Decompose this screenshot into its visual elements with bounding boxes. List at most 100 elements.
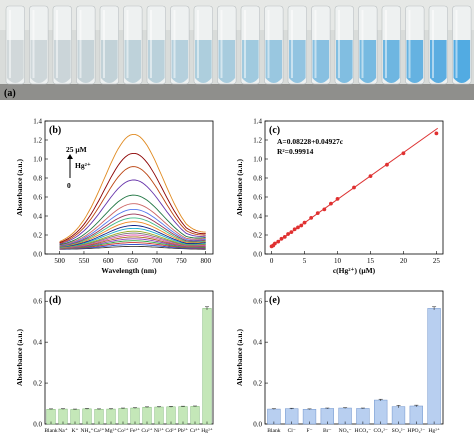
- data-point-13: [309, 216, 314, 220]
- category-label-2: Cl⁻: [288, 428, 296, 434]
- data-point-5: [279, 236, 284, 241]
- category-label-14: Hg²⁺: [201, 427, 213, 434]
- category-label-4: Br⁻: [323, 428, 332, 434]
- y-tick-label: 1.0: [253, 155, 262, 163]
- category-label-2: Na⁺: [58, 427, 68, 434]
- bar-10: [427, 308, 441, 425]
- tube-highlight-17: [385, 10, 387, 78]
- category-label-12: Pb²⁺: [178, 427, 189, 434]
- x-tick-label: 800: [200, 257, 211, 265]
- tube-highlight-13: [291, 10, 293, 78]
- tube-highlight-8: [173, 10, 176, 78]
- y-tick-label: 1.2: [33, 136, 42, 144]
- tube-highlight-10: [220, 10, 223, 78]
- category-label-4: NH₄⁺: [81, 427, 94, 434]
- annotation-ion: Hg²⁺: [75, 161, 91, 170]
- data-point-8: [289, 230, 294, 235]
- tube-solution-7: [148, 40, 165, 83]
- panel-label: (e): [269, 295, 280, 306]
- x-tick-label: 750: [176, 257, 187, 265]
- spectrum-line-9: [59, 230, 206, 248]
- y-tick-label: 0.2: [253, 379, 262, 387]
- spectrum-line-3: [59, 242, 206, 250]
- bar-10: [154, 406, 164, 425]
- tube-highlight-2: [32, 10, 35, 78]
- tube-solution-4: [77, 40, 95, 83]
- panel-label: (d): [49, 295, 61, 306]
- category-label-7: Co²⁺: [117, 427, 128, 434]
- data-point-19: [368, 174, 373, 178]
- data-point-6: [282, 235, 287, 239]
- category-label-6: HCO₃⁻: [355, 428, 372, 434]
- bar-9: [409, 405, 423, 425]
- category-label-3: K⁺: [72, 427, 79, 434]
- spectrum-line-17: [59, 194, 206, 246]
- x-tick-label: 5: [303, 257, 307, 265]
- tube-highlight-12: [267, 10, 270, 78]
- y-tick-label: 1.4: [253, 117, 262, 125]
- photo-shelf: [0, 84, 474, 100]
- data-point-12: [302, 220, 307, 225]
- x-axis-label: Wavelength (nm): [101, 266, 157, 275]
- spectrum-line-7: [59, 234, 206, 249]
- tube-solution-15: [336, 40, 353, 83]
- y-tick-label: 1.2: [253, 136, 262, 144]
- spectrum-line-4: [59, 240, 206, 250]
- y-tick-label: 0.4: [253, 339, 262, 347]
- tube-solution-17: [383, 40, 400, 83]
- x-tick-label: 0: [270, 257, 274, 265]
- spectrum-line-6: [59, 236, 206, 249]
- y-tick-label: 1.4: [33, 117, 42, 125]
- y-tick-label: 0.0: [253, 250, 262, 258]
- tube-highlight-4: [79, 10, 82, 78]
- spectrum-line-12: [59, 221, 206, 247]
- bar-14: [202, 308, 212, 425]
- annotation-arrow-head: [67, 154, 73, 159]
- tube-solution-19: [430, 40, 447, 83]
- anion-selectivity-chart: 0.0 0.2 0.4 0.6 Absorbance (a.u.) (e) Blank Cl⁻…: [235, 290, 444, 434]
- category-label-8: Fe³⁺: [130, 427, 140, 434]
- tube-highlight-19: [432, 10, 434, 78]
- tube-highlight-15: [338, 10, 340, 78]
- y-axis-label: Absorbance (a.u.): [15, 159, 24, 216]
- tube-highlight-11: [244, 10, 246, 78]
- tube-solution-5: [101, 40, 118, 83]
- category-label-1: Blank: [267, 428, 281, 434]
- data-point-14: [315, 211, 320, 216]
- tube-highlight-5: [103, 10, 105, 78]
- tube-highlight-6: [126, 10, 129, 78]
- tube-solution-12: [265, 40, 283, 83]
- data-point-21: [401, 151, 406, 156]
- category-label-8: SO₄²⁻: [392, 428, 406, 434]
- plot-frame: [264, 290, 444, 425]
- tube-highlight-9: [197, 10, 199, 78]
- spectrum-line-18: [59, 179, 206, 245]
- category-label-1: Blank: [44, 428, 58, 434]
- y-tick-label: 0.8: [253, 174, 262, 182]
- tube-highlight-18: [408, 10, 411, 78]
- spectrum-line-20: [59, 152, 206, 243]
- tube-highlight-1: [9, 10, 11, 78]
- category-label-5: Ca²⁺: [94, 427, 105, 434]
- spectrum-line-2: [59, 244, 206, 250]
- category-label-10: Ni²⁺: [154, 427, 164, 434]
- tube-solution-20: [453, 40, 471, 83]
- tube-solution-11: [242, 40, 259, 83]
- y-tick-label: 0.0: [33, 250, 42, 258]
- y-axis-label: Absorbance (a.u.): [235, 159, 244, 216]
- annotation-bottom: 0: [67, 181, 71, 190]
- fit-r-squared: R²=0.99914: [277, 147, 314, 156]
- y-tick-label: 0.6: [33, 193, 42, 201]
- x-tick-label: 15: [367, 257, 375, 265]
- plot-frame: [264, 120, 444, 255]
- y-tick-label: 0.2: [33, 231, 42, 239]
- panel-label: (b): [49, 125, 61, 136]
- data-point-20: [385, 162, 389, 167]
- data-point-22: [434, 131, 439, 136]
- tube-solution-13: [289, 40, 306, 83]
- spectrum-line-14: [59, 213, 206, 247]
- y-tick-label: 0.6: [33, 298, 42, 306]
- y-tick-label: 0.6: [253, 298, 262, 306]
- spectrum-line-5: [59, 238, 206, 249]
- category-label-6: Mg²⁺: [105, 427, 117, 434]
